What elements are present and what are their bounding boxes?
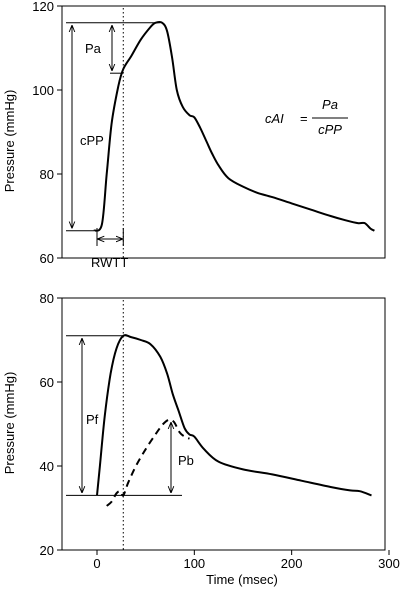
top-series bbox=[93, 21, 375, 232]
top-y-axis-label: Pressure (mmHg) bbox=[2, 90, 17, 193]
y-tick-label: 60 bbox=[40, 375, 54, 390]
bottom-series bbox=[96, 334, 372, 507]
label-rwtt: RWTT bbox=[91, 255, 128, 270]
y-tick-label: 60 bbox=[40, 251, 54, 266]
plot-frame bbox=[61, 5, 386, 259]
x-tick-label: 100 bbox=[183, 556, 205, 571]
bottom-ticks: 20 40 60 80 0 100 200 300 bbox=[40, 291, 400, 571]
x-tick-label: 0 bbox=[93, 556, 100, 571]
label-pb: Pb bbox=[178, 453, 194, 468]
forward-wave-curve bbox=[96, 334, 372, 497]
formula-equals: = bbox=[300, 111, 308, 126]
bottom-panel: 20 40 60 80 0 100 200 300 Pressure (mmHg) Time … bbox=[2, 291, 400, 587]
label-pf: Pf bbox=[86, 412, 99, 427]
x-tick-label: 300 bbox=[378, 556, 400, 571]
bottom-y-axis-label: Pressure (mmHg) bbox=[2, 372, 17, 475]
bottom-x-axis-label: Time (msec) bbox=[206, 572, 278, 587]
y-tick-label: 100 bbox=[32, 83, 54, 98]
label-pa: Pa bbox=[85, 41, 102, 56]
bottom-annotations bbox=[66, 335, 182, 496]
y-tick-label: 80 bbox=[40, 291, 54, 306]
top-panel: 60 80 100 120 Pressure (mmHg) Pa cPP RWTT c… bbox=[2, 0, 386, 270]
y-tick-label: 120 bbox=[32, 0, 54, 14]
backward-wave-curve bbox=[106, 418, 190, 507]
plot-frame bbox=[61, 297, 386, 551]
y-tick-label: 80 bbox=[40, 167, 54, 182]
formula-lhs: cAI bbox=[265, 111, 284, 126]
top-annotations bbox=[66, 22, 161, 246]
top-axes bbox=[61, 5, 386, 259]
label-cpp: cPP bbox=[80, 133, 104, 148]
x-tick-label: 200 bbox=[281, 556, 303, 571]
y-tick-label: 40 bbox=[40, 459, 54, 474]
formula-numerator: Pa bbox=[322, 97, 338, 112]
pressure-waveform bbox=[93, 21, 375, 232]
cai-formula: cAI = Pa cPP bbox=[265, 97, 348, 137]
top-y-ticks: 60 80 100 120 bbox=[32, 0, 62, 266]
y-tick-label: 20 bbox=[40, 543, 54, 558]
bottom-axes bbox=[61, 297, 386, 551]
formula-denominator: cPP bbox=[318, 122, 342, 137]
